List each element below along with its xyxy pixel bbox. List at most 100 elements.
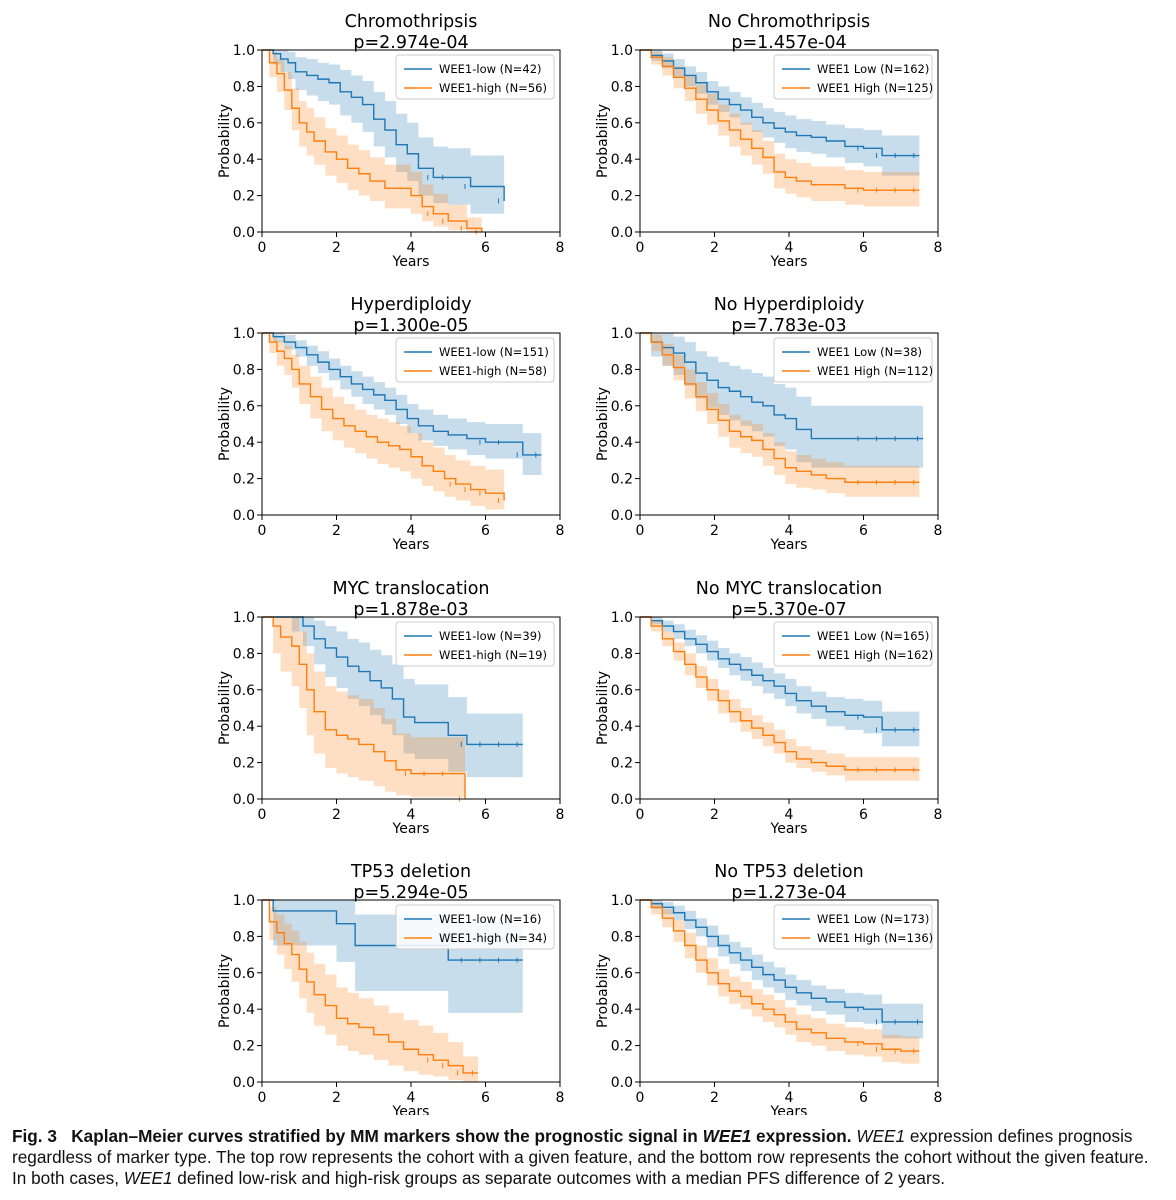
legend-box	[773, 621, 933, 667]
x-tick-label: 8	[556, 807, 565, 823]
high-ci-band	[262, 617, 466, 799]
legend-box	[395, 621, 555, 667]
x-tick-label: 8	[556, 240, 565, 256]
y-tick-label: 0.6	[611, 399, 633, 415]
high-ci-band	[640, 50, 920, 207]
legend-box	[395, 54, 555, 100]
high-survival-line	[262, 899, 479, 1074]
y-axis-label: Probability	[595, 671, 611, 745]
y-tick-label: 0.2	[611, 1039, 633, 1055]
x-tick-label: 4	[785, 807, 794, 823]
x-tick-label: 0	[258, 523, 267, 539]
panel-pvalue: p=7.783e-03	[731, 316, 846, 336]
y-tick-label: 0.4	[233, 152, 255, 168]
x-tick-label: 6	[481, 240, 490, 256]
high-survival-line	[640, 49, 920, 191]
x-tick-label: 2	[332, 1090, 341, 1106]
panel-pvalue: p=1.300e-05	[353, 316, 468, 336]
y-axis-label: Probability	[217, 671, 233, 745]
x-tick-label: 2	[710, 1090, 719, 1106]
x-tick-label: 8	[934, 240, 943, 256]
legend-label-high: WEE1 High (N=136)	[817, 931, 933, 945]
y-tick-label: 0.6	[611, 966, 633, 982]
y-tick-label: 0.8	[611, 79, 633, 95]
legend-label-high: WEE1-high (N=34)	[439, 931, 547, 945]
x-tick-label: 0	[258, 807, 267, 823]
low-survival-line	[262, 899, 523, 961]
panel-pvalue: p=5.370e-07	[731, 600, 846, 620]
x-axis-label: Years	[392, 821, 430, 837]
low-survival-line	[262, 616, 523, 746]
y-tick-label: 0.4	[233, 435, 255, 451]
y-tick-label: 0.6	[233, 966, 255, 982]
high-ci-band	[262, 333, 505, 514]
x-tick-label: 2	[332, 807, 341, 823]
caption-gene-1: WEE1	[856, 1126, 906, 1146]
legend-label-low: WEE1 Low (N=165)	[817, 629, 929, 643]
y-axis-label: Probability	[217, 954, 233, 1028]
y-tick-label: 0.2	[233, 472, 255, 488]
y-tick-label: 0.4	[233, 719, 255, 735]
low-survival-line	[640, 899, 924, 1023]
x-tick-label: 6	[481, 1090, 490, 1106]
x-tick-label: 6	[859, 1090, 868, 1106]
y-tick-label: 0.8	[611, 362, 633, 378]
low-survival-line	[640, 616, 920, 731]
y-tick-label: 0.8	[611, 646, 633, 662]
low-survival-line	[640, 332, 924, 440]
panel-pvalue: p=1.273e-04	[731, 883, 846, 903]
x-axis-label: Years	[770, 1104, 808, 1115]
x-tick-label: 0	[258, 240, 267, 256]
y-tick-label: 0.8	[233, 646, 255, 662]
high-survival-line	[640, 616, 920, 771]
x-tick-label: 0	[258, 1090, 267, 1106]
x-tick-label: 2	[710, 523, 719, 539]
y-tick-label: 0.2	[233, 189, 255, 205]
y-tick-label: 0.0	[611, 792, 633, 808]
y-tick-label: 1.0	[233, 893, 255, 909]
high-ci-band	[262, 50, 482, 232]
low-ci-band	[262, 50, 505, 229]
panel-pvalue: p=1.878e-03	[353, 600, 468, 620]
y-tick-label: 0.4	[611, 719, 633, 735]
caption-gene-2: WEE1	[123, 1168, 173, 1188]
y-tick-label: 0.0	[233, 225, 255, 241]
legend-box	[773, 337, 933, 383]
x-axis-label: Years	[770, 821, 808, 837]
legend-label-low: WEE1-low (N=42)	[439, 62, 542, 76]
high-survival-line	[262, 616, 466, 799]
legend-label-low: WEE1 Low (N=173)	[817, 912, 929, 926]
y-tick-label: 1.0	[611, 43, 633, 59]
y-tick-label: 0.0	[611, 1075, 633, 1091]
x-tick-label: 0	[636, 807, 645, 823]
panel-title: No Hyperdiploidy	[714, 295, 865, 315]
panel-title: No TP53 deletion	[714, 862, 863, 882]
low-survival-line	[262, 49, 505, 202]
y-tick-label: 1.0	[233, 610, 255, 626]
legend-label-high: WEE1 High (N=162)	[817, 648, 933, 662]
low-ci-band	[640, 617, 920, 747]
legend-label-low: WEE1 Low (N=38)	[817, 345, 922, 359]
high-ci-band	[262, 900, 479, 1082]
low-survival-line	[640, 49, 920, 157]
high-ci-band	[640, 900, 920, 1064]
x-tick-label: 8	[934, 523, 943, 539]
low-ci-band	[640, 900, 924, 1039]
y-tick-label: 1.0	[611, 893, 633, 909]
y-tick-label: 0.4	[611, 435, 633, 451]
y-tick-label: 0.8	[611, 929, 633, 945]
panel-title: Chromothripsis	[345, 12, 478, 32]
x-tick-label: 2	[332, 240, 341, 256]
caption-text-2: defined low-risk and high-risk groups as…	[172, 1168, 946, 1188]
caption-text-1: expression defines prognosis regardless …	[12, 1126, 1149, 1188]
y-tick-label: 0.2	[233, 1039, 255, 1055]
y-tick-label: 1.0	[233, 43, 255, 59]
x-axis-label: Years	[770, 254, 808, 270]
x-tick-label: 4	[407, 807, 416, 823]
y-tick-label: 0.0	[233, 792, 255, 808]
